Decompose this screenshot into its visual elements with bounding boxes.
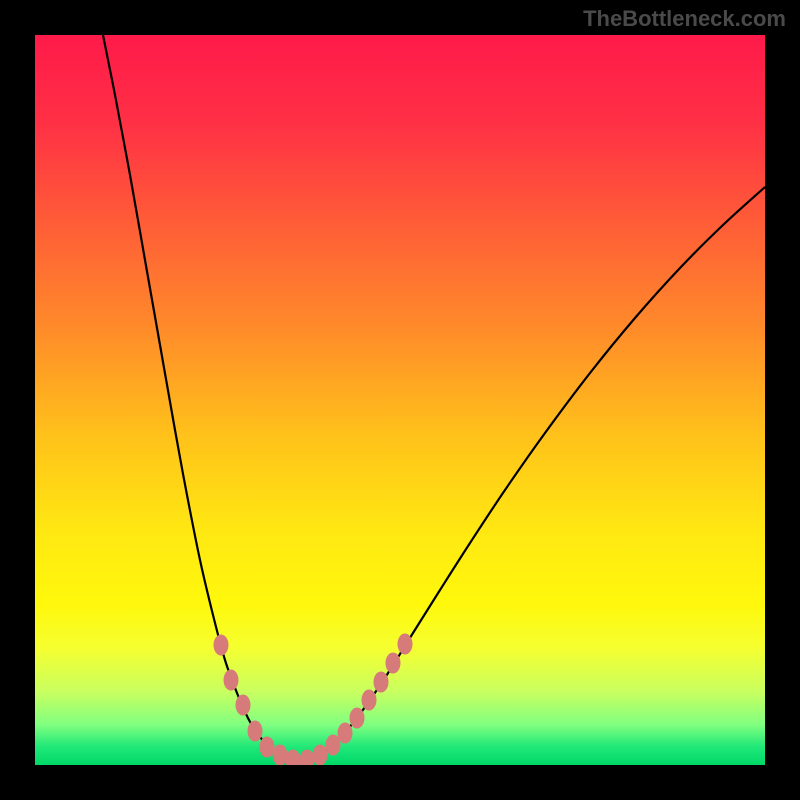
marker-dot <box>300 750 314 765</box>
marker-dot <box>338 723 352 743</box>
marker-dot <box>224 670 238 690</box>
marker-dot <box>248 721 262 741</box>
marker-dot <box>286 750 300 765</box>
marker-dot <box>273 745 287 765</box>
chart-canvas <box>35 35 765 765</box>
marker-dot <box>398 634 412 654</box>
marker-dot <box>326 735 340 755</box>
watermark-text: TheBottleneck.com <box>583 6 786 32</box>
marker-dot <box>313 745 327 765</box>
marker-dot <box>374 672 388 692</box>
marker-dot <box>386 653 400 673</box>
marker-dot <box>362 690 376 710</box>
plot-area <box>35 35 765 765</box>
marker-dot <box>260 737 274 757</box>
marker-dot <box>350 708 364 728</box>
marker-dot <box>236 695 250 715</box>
marker-dot <box>214 635 228 655</box>
